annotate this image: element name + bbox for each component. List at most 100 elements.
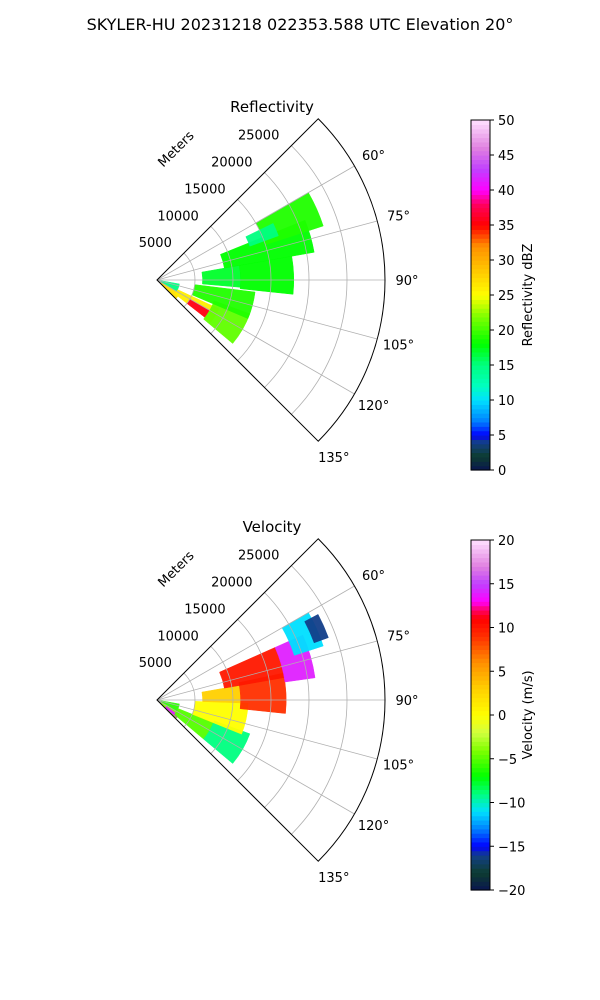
colorbar-segment <box>471 850 490 856</box>
colorbar-segment <box>471 461 490 467</box>
colorbar-segment <box>471 303 490 309</box>
colorbar-tick-label: 5 <box>498 429 506 444</box>
colorbar-segment <box>471 343 490 349</box>
colorbar-segment <box>471 382 490 388</box>
colorbar-segment <box>471 465 490 471</box>
radial-tick-label: 20000 <box>211 156 252 171</box>
colorbar-segment <box>471 246 490 252</box>
colorbar-label: Reflectivity dBZ <box>521 244 536 347</box>
colorbar-tick-label: 20 <box>498 534 515 549</box>
colorbar-segment <box>471 693 490 699</box>
colorbar-segment <box>471 417 490 423</box>
colorbar-segment <box>471 128 490 134</box>
colorbar-segment <box>471 793 490 799</box>
colorbar-segment <box>471 242 490 248</box>
angle-tick-label: 75° <box>387 209 410 224</box>
colorbar-segment <box>471 868 490 874</box>
colorbar-segment <box>471 553 490 559</box>
colorbar-segment <box>471 325 490 331</box>
colorbar-segment <box>471 408 490 414</box>
angle-tick-label: 105° <box>383 759 414 774</box>
colorbar-segment <box>471 671 490 677</box>
colorbar-segment <box>471 211 490 217</box>
colorbar-segment <box>471 347 490 353</box>
colorbar-segment <box>471 281 490 287</box>
colorbar-segment <box>471 168 490 174</box>
colorbar-segment <box>471 636 490 642</box>
colorbar-segment <box>471 846 490 852</box>
colorbar-segment <box>471 295 490 300</box>
colorbar-segment <box>471 618 490 624</box>
colorbar-segment <box>471 264 490 270</box>
colorbar-tick-label: 50 <box>498 114 515 129</box>
radial-tick-label: 10000 <box>157 629 198 644</box>
colorbar-segment <box>471 321 490 327</box>
radial-tick-label: 15000 <box>184 602 225 617</box>
colorbar-segment <box>471 579 490 585</box>
colorbar-segment <box>471 841 490 847</box>
colorbar-segment <box>471 701 490 707</box>
colorbar-segment <box>471 785 490 790</box>
colorbar-segment <box>471 378 490 384</box>
grid-radial <box>156 585 355 701</box>
colorbar-segment <box>471 623 490 629</box>
colorbar-segment <box>471 356 490 362</box>
colorbar-segment <box>471 570 490 576</box>
colorbar-segment <box>471 220 490 226</box>
colorbar-segment <box>471 583 490 589</box>
colorbar-segment <box>471 203 490 209</box>
colorbar-tick-label: 35 <box>498 219 515 234</box>
colorbar-segment <box>471 557 490 563</box>
colorbar-segment <box>471 400 490 405</box>
colorbar-segment <box>471 181 490 187</box>
colorbar-segment <box>471 229 490 235</box>
colorbar: 0 5 10 15 20 25 30 35 40 45 50 Reflectivity dBZ <box>470 114 536 479</box>
colorbar-segment <box>471 544 490 550</box>
colorbar-segment <box>471 238 490 244</box>
radial-tick-label: 20000 <box>211 576 252 591</box>
colorbar-segment <box>471 435 490 440</box>
colorbar-segment <box>471 439 490 445</box>
colorbar-segment <box>471 133 490 139</box>
colorbar-segment <box>471 443 490 449</box>
colorbar-segment <box>471 710 490 716</box>
panel-title: Reflectivity <box>230 98 314 116</box>
colorbar-tick-label: 45 <box>498 149 515 164</box>
echo-cell <box>304 614 329 644</box>
colorbar-segment <box>471 666 490 672</box>
colorbar-segment <box>471 290 490 296</box>
radial-tick-label: 5000 <box>139 656 172 671</box>
colorbar-segment <box>471 758 490 764</box>
sector-frame <box>156 118 386 442</box>
colorbar-segment <box>471 448 490 454</box>
radial-tick-label: 5000 <box>139 236 172 251</box>
angle-tick-label: 90° <box>396 274 419 289</box>
colorbar-tick-label: 30 <box>498 254 515 269</box>
colorbar-tick-label: 40 <box>498 184 515 199</box>
echo-field <box>159 612 329 764</box>
colorbar-segment <box>471 789 490 795</box>
colorbar-segment <box>471 780 490 786</box>
colorbar-label: Velocity (m/s) <box>521 670 536 759</box>
colorbar-segment <box>471 592 490 598</box>
colorbar-segment <box>471 680 490 685</box>
colorbar-segment <box>471 159 490 165</box>
colorbar-tick-label: 5 <box>498 665 506 680</box>
radial-tick-label: 10000 <box>157 209 198 224</box>
colorbar-segment <box>471 837 490 843</box>
angle-tick-label: 105° <box>383 339 414 354</box>
colorbar-tick-label: 20 <box>498 324 515 339</box>
colorbar-segment <box>471 605 490 611</box>
colorbar-segment <box>471 146 490 152</box>
colorbar-segment <box>471 404 490 410</box>
colorbar-segment <box>471 824 490 830</box>
colorbar-segment <box>471 216 490 222</box>
colorbar-segment <box>471 351 490 357</box>
colorbar-segment <box>471 391 490 397</box>
colorbar-tick-label: 15 <box>498 578 515 593</box>
colorbar-tick-label: 0 <box>498 709 506 724</box>
radial-tick-label: 25000 <box>238 549 279 564</box>
colorbar-segment <box>471 137 490 143</box>
colorbar-segment <box>471 767 490 773</box>
